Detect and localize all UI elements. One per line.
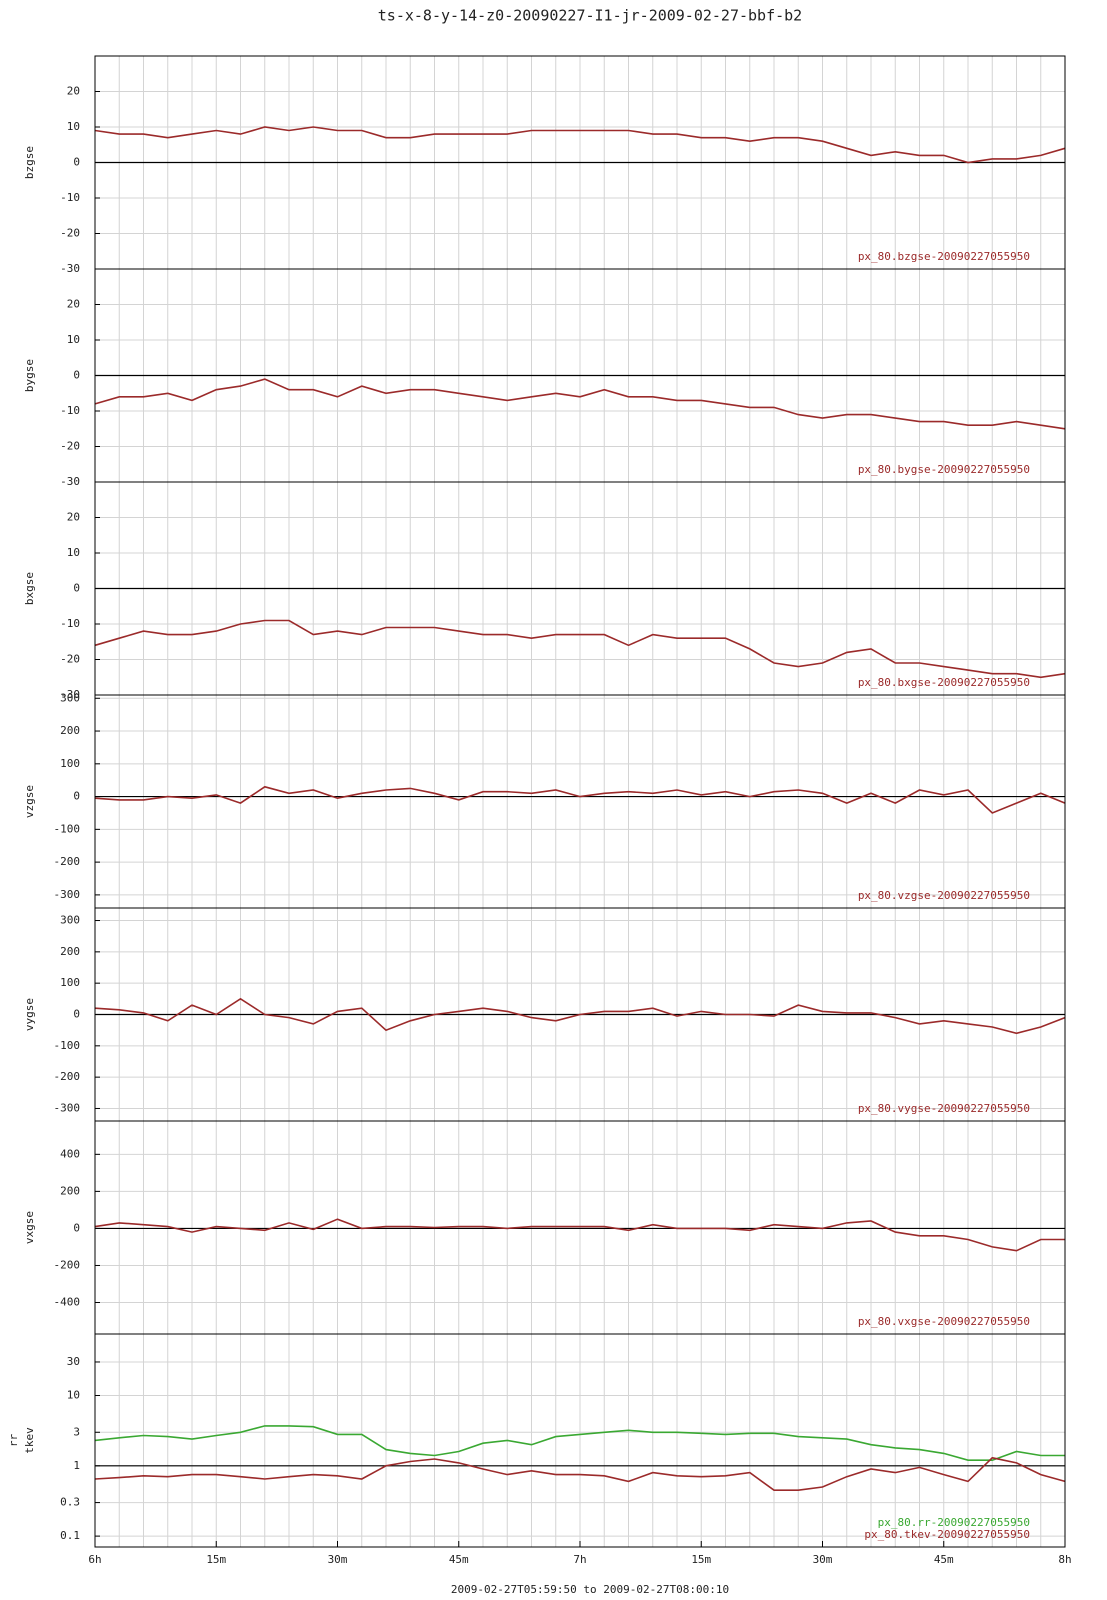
x-tick-label: 15m [691, 1553, 711, 1566]
y-axis-label: bzgse [23, 146, 36, 179]
x-tick-label: 7h [573, 1553, 586, 1566]
legend-label: px_80.vxgse-20090227055950 [858, 1315, 1030, 1328]
y-axis-label: rr [7, 1434, 20, 1448]
y-tick-label: 30 [67, 1355, 80, 1368]
y-tick-label: 300 [60, 691, 80, 704]
y-tick-label: 100 [60, 976, 80, 989]
y-tick-label: -20 [60, 227, 80, 240]
y-tick-label: -10 [60, 617, 80, 630]
legend-label: px_80.bxgse-20090227055950 [858, 676, 1030, 689]
y-tick-label: 0 [73, 582, 80, 595]
y-tick-label: -200 [54, 1070, 81, 1083]
y-tick-label: 0 [73, 369, 80, 382]
legend-label: px_80.bygse-20090227055950 [858, 463, 1030, 476]
series-line [94, 997, 1066, 1035]
y-axis-label: vzgse [23, 785, 36, 818]
y-axis-label: vxgse [23, 1211, 36, 1244]
y-tick-label: 300 [60, 914, 80, 927]
time-range: 2009-02-27T05:59:50 to 2009-02-27T08:00:… [451, 1583, 729, 1596]
y-tick-label: 10 [67, 546, 80, 559]
y-tick-label: 400 [60, 1147, 80, 1160]
legend-label: px_80.vygse-20090227055950 [858, 1102, 1030, 1115]
y-tick-label: 10 [67, 333, 80, 346]
y-axis-label: bygse [23, 359, 36, 392]
y-tick-label: -20 [60, 440, 80, 453]
y-tick-label: 20 [67, 298, 80, 311]
x-tick-label: 15m [206, 1553, 226, 1566]
legend-label: px_80.bzgse-20090227055950 [858, 250, 1030, 263]
y-tick-label: 0.1 [60, 1529, 80, 1542]
y-tick-label: -100 [54, 822, 81, 835]
y-axis-label: tkev [23, 1427, 36, 1454]
series-line [94, 1218, 1065, 1252]
y-tick-label: 0 [73, 1008, 80, 1021]
y-tick-label: 0 [73, 156, 80, 169]
series-line [94, 785, 1066, 814]
y-tick-label: -100 [54, 1039, 81, 1052]
y-tick-label: 10 [67, 1389, 80, 1402]
y-tick-label: -300 [54, 888, 81, 901]
y-tick-label: -30 [60, 262, 80, 275]
y-tick-label: 100 [60, 757, 80, 770]
x-tick-label: 30m [813, 1553, 833, 1566]
y-tick-label: -10 [60, 404, 80, 417]
y-axis-label: bxgse [23, 572, 36, 605]
series-line [94, 1425, 1065, 1461]
y-tick-label: -20 [60, 653, 80, 666]
x-tick-label: 30m [328, 1553, 348, 1566]
y-tick-label: -400 [54, 1296, 81, 1309]
y-axis-label: vygse [23, 998, 36, 1031]
y-tick-label: 0 [73, 1221, 80, 1234]
series-line [94, 1456, 1066, 1491]
y-tick-label: -300 [54, 1101, 81, 1114]
legend-label: px_80.rr-20090227055950 [878, 1516, 1030, 1529]
y-tick-label: 200 [60, 724, 80, 737]
series-line [94, 619, 1066, 679]
legend-label: px_80.tkev-20090227055950 [864, 1528, 1030, 1541]
y-tick-label: 200 [60, 1184, 80, 1197]
y-tick-label: 200 [60, 945, 80, 958]
legend-label: px_80.vzgse-20090227055950 [858, 889, 1030, 902]
x-tick-label: 6h [88, 1553, 101, 1566]
y-tick-label: 20 [67, 85, 80, 98]
y-tick-label: -30 [60, 688, 80, 701]
y-tick-label: -200 [54, 1258, 81, 1271]
x-tick-label: 45m [934, 1553, 954, 1566]
y-tick-label: 0.3 [60, 1496, 80, 1509]
chart-title: ts-x-8-y-14-z0-20090227-I1-jr-2009-02-27… [378, 7, 802, 25]
y-tick-label: 10 [67, 120, 80, 133]
y-tick-label: 1 [73, 1459, 80, 1472]
series-line [94, 126, 1066, 164]
x-tick-label: 8h [1058, 1553, 1071, 1566]
y-tick-label: 3 [73, 1425, 80, 1438]
x-tick-label: 45m [449, 1553, 469, 1566]
y-tick-label: -10 [60, 191, 80, 204]
y-tick-label: -200 [54, 855, 81, 868]
y-tick-label: 20 [67, 511, 80, 524]
series-line [94, 378, 1066, 430]
y-tick-label: 0 [73, 790, 80, 803]
y-tick-label: -30 [60, 475, 80, 488]
